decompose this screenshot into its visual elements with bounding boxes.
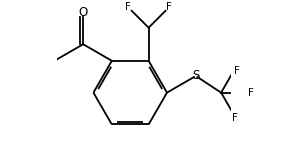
Text: F: F (234, 66, 240, 76)
Text: O: O (79, 6, 88, 19)
Text: F: F (232, 113, 238, 123)
Text: S: S (192, 69, 200, 82)
Text: F: F (126, 2, 131, 12)
Text: F: F (248, 88, 254, 98)
Text: F: F (166, 2, 172, 12)
